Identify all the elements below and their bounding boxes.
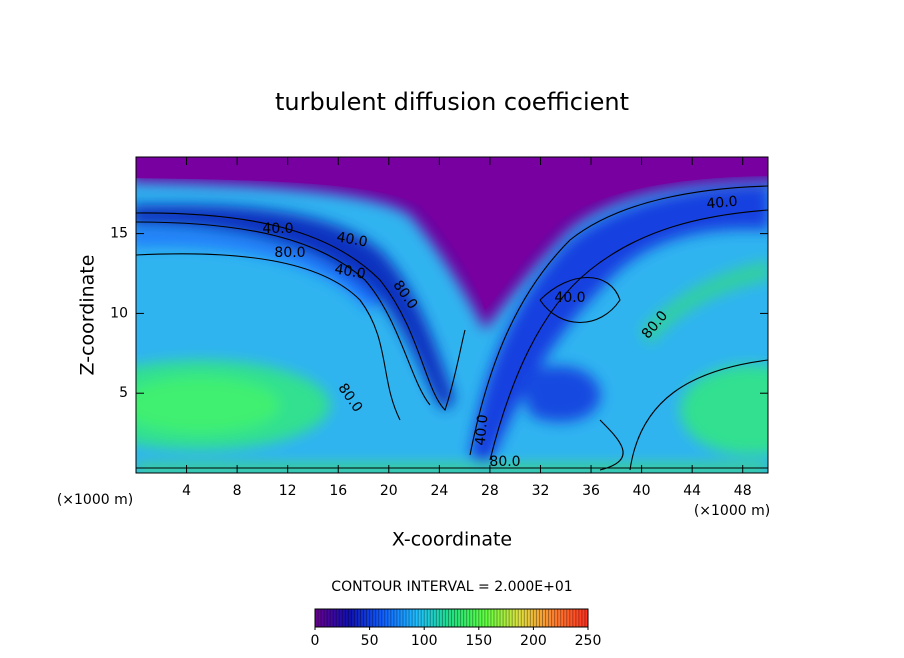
- contour-label: 80.0: [274, 245, 305, 261]
- y-tick-label: 15: [110, 226, 128, 242]
- contour-field: [136, 157, 768, 473]
- x-tick-label: 40: [633, 483, 651, 499]
- contour-label: 40.0: [473, 414, 492, 446]
- x-unit-label: (×1000 m): [694, 503, 770, 519]
- colorbar: [314, 608, 589, 628]
- contour-label: 40.0: [554, 290, 585, 306]
- contour-interval: CONTOUR INTERVAL = 2.000E+01: [331, 579, 572, 595]
- x-tick-label: 8: [233, 483, 242, 499]
- contour-label: 40.0: [262, 221, 293, 237]
- colorbar-tick-label: 200: [520, 633, 547, 649]
- x-tick-label: 32: [532, 483, 550, 499]
- y-axis-label: Z-coordinate: [77, 255, 99, 376]
- plot-frame: [135, 156, 769, 474]
- x-tick-label: 16: [329, 483, 347, 499]
- y-tick-label: 10: [110, 305, 128, 321]
- contour-label: 40.0: [706, 194, 738, 213]
- x-tick-label: 20: [380, 483, 398, 499]
- colorbar-tick-label: 100: [411, 633, 438, 649]
- contour-label: 80.0: [489, 454, 520, 470]
- x-tick-label: 4: [182, 483, 191, 499]
- x-tick-label: 44: [683, 483, 701, 499]
- x-tick-label: 36: [582, 483, 600, 499]
- colorbar-tick-label: 150: [465, 633, 492, 649]
- contour-label: 40.0: [335, 229, 368, 250]
- x-tick-label: 12: [279, 483, 297, 499]
- y-unit-label: (×1000 m): [57, 492, 133, 508]
- colorbar-tick-label: 0: [311, 633, 320, 649]
- colorbar-tick-label: 50: [361, 633, 379, 649]
- y-tick-label: 5: [119, 385, 128, 401]
- x-axis-label: X-coordinate: [392, 529, 512, 551]
- contour-label: 40.0: [333, 261, 366, 282]
- colorbar-tick-label: 250: [575, 633, 602, 649]
- chart-title: turbulent diffusion coefficient: [275, 88, 629, 116]
- x-tick-label: 28: [481, 483, 499, 499]
- x-tick-label: 48: [734, 483, 752, 499]
- x-tick-label: 24: [430, 483, 448, 499]
